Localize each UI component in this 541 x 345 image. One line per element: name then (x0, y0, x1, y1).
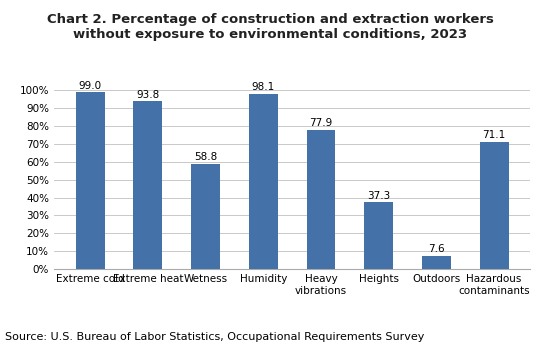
Text: 71.1: 71.1 (483, 130, 506, 140)
Text: 37.3: 37.3 (367, 191, 390, 201)
Bar (480, 142, 509, 269)
Text: Source: U.S. Bureau of Labor Statistics, Occupational Requirements Survey: Source: U.S. Bureau of Labor Statistics,… (5, 332, 425, 342)
Bar (364, 203, 393, 269)
Text: Chart 2. Percentage of construction and extraction workers
without exposure to e: Chart 2. Percentage of construction and … (47, 13, 494, 41)
Bar (76, 92, 104, 269)
Text: 58.8: 58.8 (194, 152, 217, 162)
Bar (249, 93, 278, 269)
Bar (307, 130, 335, 269)
Text: 93.8: 93.8 (136, 90, 160, 100)
Text: 77.9: 77.9 (309, 118, 333, 128)
Text: 99.0: 99.0 (78, 81, 102, 91)
Text: 7.6: 7.6 (428, 244, 445, 254)
Bar (191, 164, 220, 269)
Bar (134, 101, 162, 269)
Text: 98.1: 98.1 (252, 82, 275, 92)
Bar (422, 256, 451, 269)
